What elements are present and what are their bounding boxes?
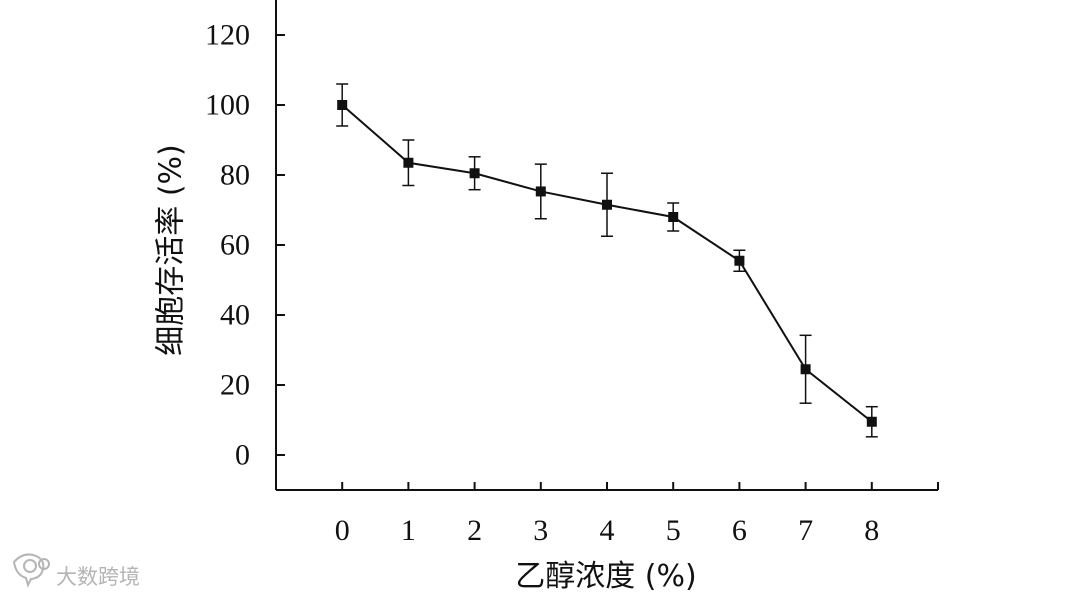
- x-tick-label: 8: [864, 514, 879, 547]
- data-point: [668, 212, 679, 222]
- y-tick-label: 40: [220, 299, 250, 332]
- series-line: [341, 104, 873, 423]
- x-axis-ticks: 0 1 2 3 4 5 6 7 8: [275, 482, 939, 547]
- data-point: [602, 199, 612, 210]
- x-axis-title: 乙醇浓度 (%): [515, 559, 696, 594]
- y-tick-label: 60: [220, 229, 250, 262]
- data-point: [469, 168, 480, 179]
- data-point: [403, 157, 414, 168]
- chat-bubble-icon: [12, 553, 50, 588]
- watermark: 大数跨境: [12, 553, 140, 589]
- y-tick-label: 120: [205, 19, 250, 52]
- data-point: [800, 364, 811, 375]
- x-tick-label: 6: [732, 514, 747, 547]
- y-tick-label: 80: [220, 159, 250, 192]
- x-tick-label: 3: [533, 514, 548, 547]
- data-point: [535, 186, 546, 197]
- series-layer: [336, 83, 878, 438]
- axes: [275, 0, 938, 491]
- watermark-text: 大数跨境: [56, 565, 140, 589]
- x-tick-label: 5: [666, 514, 681, 547]
- data-point: [866, 416, 877, 427]
- x-tick-label: 1: [401, 514, 416, 547]
- x-tick-label: 0: [335, 514, 350, 547]
- data-point: [337, 100, 348, 110]
- x-tick-label: 2: [467, 514, 482, 547]
- x-tick-label: 7: [798, 514, 813, 547]
- y-axis-title: 细胞存活率 (%): [154, 144, 189, 355]
- y-axis-ticks: 0 20 40 60 80 100 120: [205, 19, 285, 472]
- x-tick-label: 4: [600, 514, 615, 547]
- y-tick-label: 0: [235, 439, 250, 472]
- data-point: [734, 255, 745, 266]
- y-tick-label: 20: [220, 369, 250, 402]
- y-tick-label: 100: [205, 89, 250, 122]
